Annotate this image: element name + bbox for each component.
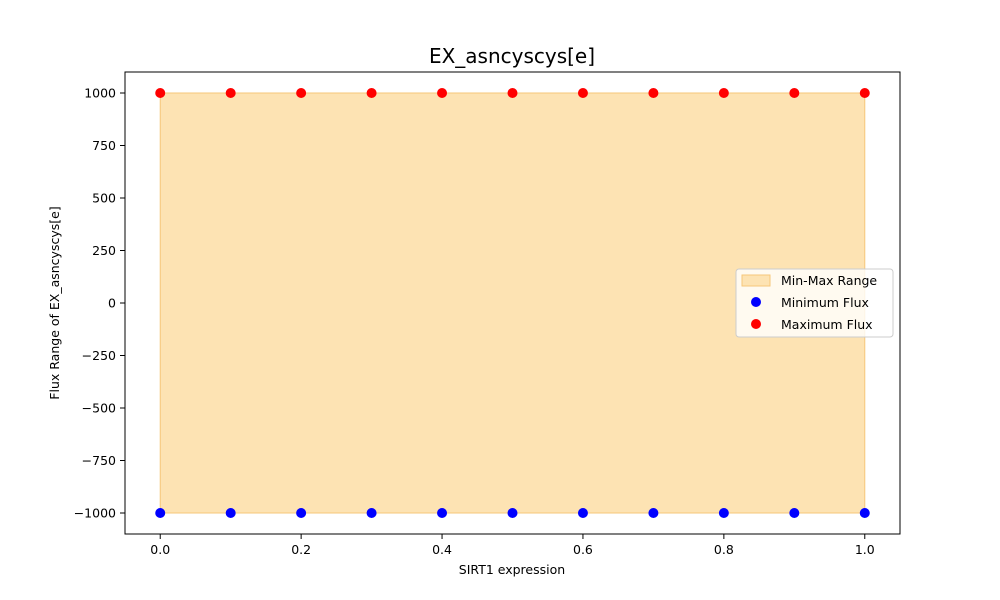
y-tick-label: 1000 <box>84 86 116 101</box>
min-flux-point <box>366 508 377 518</box>
legend-range-swatch <box>741 274 771 287</box>
min-flux-point <box>225 508 236 518</box>
chart-title: EX_asncyscys[e] <box>429 44 595 68</box>
x-tick-label: 0.6 <box>573 542 593 557</box>
max-flux-point <box>155 88 166 98</box>
y-tick-label: −500 <box>82 401 116 416</box>
y-tick-label: 250 <box>92 243 116 258</box>
max-flux-point <box>296 88 307 98</box>
x-axis-label: SIRT1 expression <box>459 562 565 577</box>
max-flux-point <box>437 88 448 98</box>
x-tick-label: 0.8 <box>714 542 734 557</box>
min-flux-point <box>577 508 588 518</box>
min-flux-point <box>789 508 800 518</box>
y-tick-label: −750 <box>82 453 116 468</box>
min-flux-point <box>648 508 659 518</box>
max-flux-point <box>225 88 236 98</box>
legend-max-marker <box>751 319 761 329</box>
legend-min-marker <box>751 297 761 307</box>
legend: Min-Max Range Minimum Flux Maximum Flux <box>735 268 894 338</box>
legend-range-label: Min-Max Range <box>781 273 877 288</box>
y-tick-label: −1000 <box>74 506 116 521</box>
points-layer <box>155 88 870 518</box>
max-flux-point <box>718 88 729 98</box>
x-tick-label: 0.0 <box>150 542 170 557</box>
max-flux-point <box>859 88 870 98</box>
min-flux-point <box>859 508 870 518</box>
min-flux-point <box>718 508 729 518</box>
legend-min-label: Minimum Flux <box>781 295 869 310</box>
min-flux-point <box>296 508 307 518</box>
x-tick-label: 0.2 <box>291 542 311 557</box>
legend-frame <box>735 268 894 338</box>
min-flux-point <box>437 508 448 518</box>
max-flux-point <box>507 88 518 98</box>
min-flux-point <box>155 508 166 518</box>
legend-max-label: Maximum Flux <box>781 317 873 332</box>
y-tick-label: −250 <box>82 348 116 363</box>
y-tick-label: 750 <box>92 138 116 153</box>
y-tick-label: 500 <box>92 191 116 206</box>
max-flux-point <box>366 88 377 98</box>
y-tick-label: 0 <box>108 296 116 311</box>
min-flux-point <box>507 508 518 518</box>
x-tick-label: 1.0 <box>855 542 875 557</box>
x-tick-label: 0.4 <box>432 542 452 557</box>
y-axis-label: Flux Range of EX_asncyscys[e] <box>47 206 62 399</box>
max-flux-point <box>789 88 800 98</box>
axes-layer: 0.0 0.2 0.4 0.6 0.8 1.0 −1000 −750 −500 −250 0 250 5… <box>74 71 901 557</box>
max-flux-point <box>648 88 659 98</box>
max-flux-point <box>577 88 588 98</box>
